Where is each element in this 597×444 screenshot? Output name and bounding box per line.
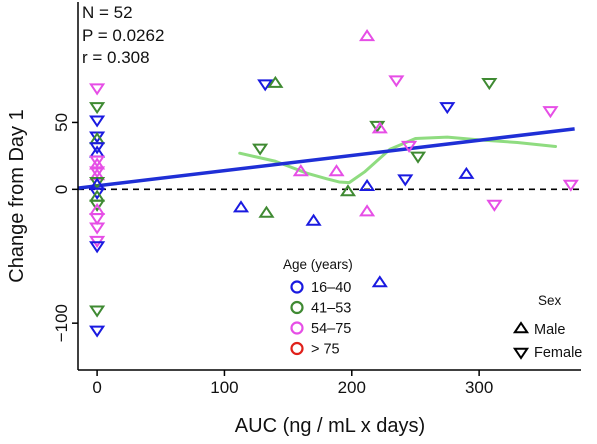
data-point-17: [89, 213, 106, 226]
data-point-42: [439, 102, 456, 115]
age-legend-label-3: > 75: [311, 342, 340, 358]
data-point-20: [89, 241, 106, 254]
data-point-5: [89, 142, 106, 155]
data-point-47: [562, 179, 579, 192]
data-point-2: [89, 115, 106, 128]
data-point-24: [252, 143, 269, 156]
sex-legend-label-1: Female: [534, 345, 582, 361]
y-tick-label-2: 50: [52, 113, 71, 132]
data-point-36: [371, 121, 388, 134]
data-point-43: [458, 166, 475, 179]
data-point-40: [401, 140, 418, 153]
axes: 0 100 200 300 −100 0 50: [52, 2, 581, 397]
stat-n: N = 52: [82, 3, 133, 22]
data-point-35: [369, 120, 386, 133]
age-legend-marker-0: [290, 280, 304, 294]
data-point-34: [358, 204, 376, 217]
x-axis-title: AUC (ng / mL x days): [235, 415, 425, 437]
x-tick-label-100: 100: [210, 378, 238, 397]
age-legend-label-0: 16–40: [311, 280, 351, 296]
data-point-27: [258, 205, 275, 218]
stat-p: P = 0.0262: [82, 26, 164, 45]
age-legend-title: Age (years): [283, 257, 353, 272]
data-point-31: [339, 184, 357, 197]
smooth-trend-line: [238, 135, 558, 185]
data-point-45: [486, 199, 503, 212]
y-tick-label-0: −100: [52, 304, 71, 342]
data-point-15: [89, 199, 106, 212]
data-point-29: [305, 213, 322, 226]
data-point-18: [89, 222, 106, 235]
x-tick-label-200: 200: [338, 378, 366, 397]
data-point-21: [89, 305, 106, 318]
age-legend-marker-2: [290, 321, 304, 335]
data-point-46: [542, 106, 559, 119]
sex-legend-label-0: Male: [534, 322, 565, 338]
data-points: [89, 28, 579, 338]
data-point-0: [89, 83, 106, 96]
data-point-22: [89, 325, 106, 338]
data-point-13: [89, 187, 106, 200]
data-point-30: [328, 164, 345, 177]
age-legend-label-2: 54–75: [311, 321, 351, 337]
data-point-33: [358, 178, 376, 191]
data-point-37: [371, 275, 388, 288]
data-point-41: [409, 151, 427, 164]
data-point-32: [358, 28, 376, 42]
data-point-25: [257, 79, 274, 92]
stat-r: r = 0.308: [82, 48, 150, 67]
data-point-39: [397, 174, 414, 187]
data-point-7: [89, 155, 106, 168]
data-point-26: [267, 75, 284, 88]
sex-legend-marker-0: [512, 321, 530, 334]
age-legend-marker-1: [290, 300, 304, 315]
sex-legend-marker-1: [512, 347, 530, 360]
data-point-38: [388, 75, 405, 88]
data-point-23: [232, 200, 250, 213]
y-axis-title: Change from Day 1: [6, 109, 28, 282]
x-tick-label-300: 300: [465, 378, 493, 397]
regression-line: [77, 127, 575, 190]
x-tick-label-0: 0: [92, 378, 101, 397]
sex-legend: Sex Male Female: [512, 293, 582, 361]
age-legend-marker-3: [290, 341, 304, 356]
age-legend: Age (years) 16–40 41–53 54–75 > 75: [283, 257, 353, 358]
data-point-9: [89, 166, 106, 179]
stats-annotation: N = 52 P = 0.0262 r = 0.308: [82, 3, 164, 67]
data-point-1: [89, 102, 106, 115]
age-legend-label-1: 41–53: [311, 301, 351, 317]
y-tick-label-1: 0: [52, 185, 71, 194]
data-point-28: [292, 164, 309, 177]
data-point-44: [481, 78, 498, 91]
sex-legend-title: Sex: [538, 293, 562, 308]
